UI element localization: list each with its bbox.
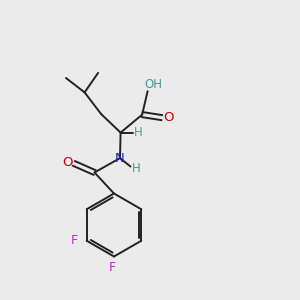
Text: H: H	[131, 161, 140, 175]
Text: N: N	[115, 152, 125, 165]
Text: O: O	[163, 111, 173, 124]
Text: F: F	[109, 261, 116, 274]
Text: F: F	[71, 234, 78, 247]
Text: H: H	[134, 126, 143, 139]
Text: OH: OH	[144, 78, 162, 91]
Text: O: O	[62, 155, 73, 169]
